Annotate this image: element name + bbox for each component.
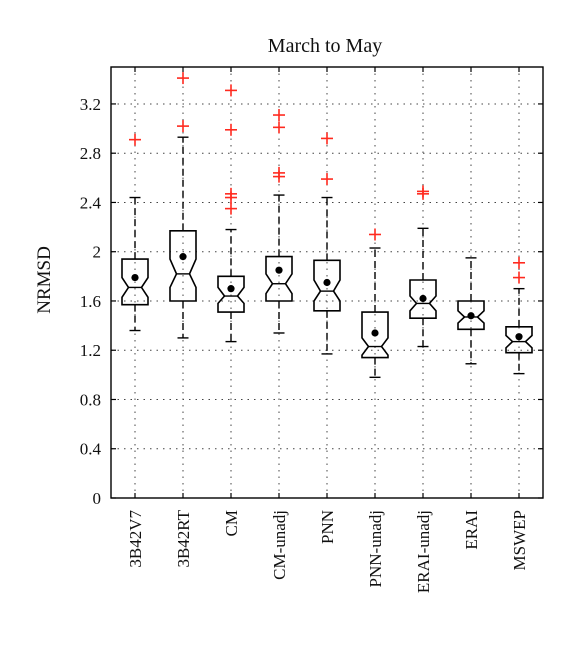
box-body [121,258,149,306]
box-ERAI [457,257,485,365]
x-tick-label: MSWEP [510,510,529,570]
outlier-marker [369,228,381,241]
outlier-marker [129,133,141,146]
x-tick-label: PNN-unadj [366,510,385,587]
x-axis-ticks: 3B42V7 3B42RT CM CM-unadj PNN PNN-unadj ERAI-u… [126,67,529,593]
chart-title: March to May [268,35,382,57]
box-body [169,230,197,302]
box-PNN-unadj [361,228,389,379]
mean-marker [131,273,139,282]
box-3B42RT [169,72,197,339]
outlier-marker [273,109,285,122]
box-body [217,275,245,313]
mean-marker [371,329,379,337]
y-tick-label: 2.8 [80,144,101,163]
outlier-marker [177,72,189,85]
box-CM-unadj [265,109,293,334]
outlier-marker [321,132,333,145]
y-axis-ticks: 0 0.4 0.8 1.2 1.6 2 2.4 2.8 3.2 [80,95,543,508]
x-tick-label: CM-unadj [270,510,289,580]
box-ERAI-unadj [409,185,437,348]
outlier-marker [177,120,189,133]
mean-marker [275,266,283,274]
box-CM [217,84,245,343]
y-tick-label: 2.4 [80,193,102,212]
box-body [265,255,293,302]
outlier-marker [273,166,285,179]
outlier-marker [225,187,237,200]
mean-marker [515,333,523,341]
outlier-marker [513,271,525,284]
mean-marker [419,294,427,303]
outlier-marker [417,185,429,198]
x-tick-label: ERAI [462,510,481,550]
y-tick-label: 0.8 [80,390,101,409]
y-tick-label: 1.6 [80,292,101,311]
x-tick-label: CM [222,510,241,536]
box-body [457,300,485,331]
y-tick-label: 1.2 [80,341,101,360]
outlier-marker [225,202,237,215]
outlier-marker [321,173,333,186]
box-body [409,279,437,320]
x-tick-label: 3B42V7 [126,510,145,568]
outlier-marker [513,256,525,269]
mean-marker [227,285,235,293]
y-axis-label: NRMSD [34,246,55,314]
x-tick-label: PNN [318,510,337,544]
box-body [313,259,341,312]
box-body [361,311,389,359]
mean-marker [467,312,475,320]
outlier-marker [225,123,237,136]
box-3B42V7 [121,133,149,332]
outlier-marker [273,121,285,134]
x-tick-label: 3B42RT [174,509,193,567]
mean-marker [179,253,187,261]
y-tick-label: 0.4 [80,440,102,459]
y-tick-label: 0 [93,489,102,508]
box-MSWEP [505,256,533,375]
outlier-marker [225,84,237,97]
box-body [505,325,533,354]
mean-marker [323,278,331,287]
box-PNN [313,132,341,355]
y-tick-label: 3.2 [80,95,101,114]
y-tick-label: 2 [93,243,102,262]
box-series [121,72,533,379]
x-tick-label: ERAI-unadj [414,510,433,593]
